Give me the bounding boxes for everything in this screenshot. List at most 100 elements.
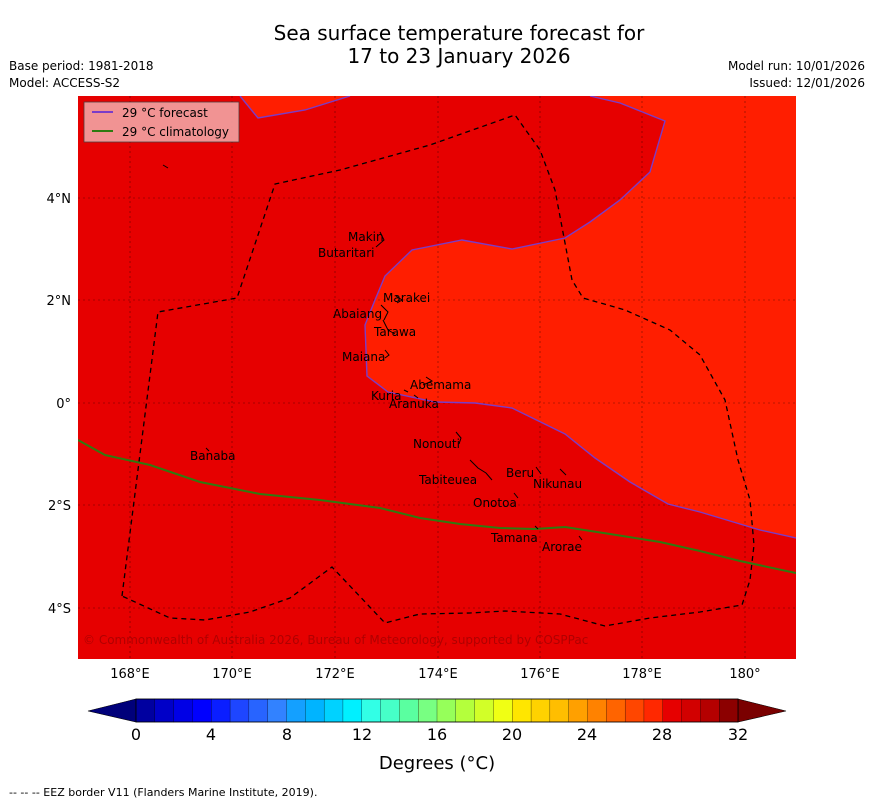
chart-title: Sea surface temperature forecast for 17 … <box>0 22 873 68</box>
legend-box <box>83 101 240 143</box>
meta-left: Base period: 1981-2018 Model: ACCESS-S2 <box>9 58 154 92</box>
colorbar-cell <box>418 698 438 723</box>
issued-date: Issued: 12/01/2026 <box>749 76 865 90</box>
lat-tick-label: 4°S <box>48 602 71 617</box>
legend-climatology-label: 29 °C climatology <box>122 125 229 139</box>
colorbar-cell <box>643 698 664 723</box>
colorbar-cell <box>530 698 551 723</box>
model-name: Model: ACCESS-S2 <box>9 76 121 90</box>
model-run: Model run: 10/01/2026 <box>727 59 865 73</box>
title-line-1: Sea surface temperature forecast for <box>273 21 645 45</box>
colorbar-cell <box>474 698 494 723</box>
colorbar-tick-label: 0 <box>131 725 141 744</box>
colorbar-cell <box>436 698 457 723</box>
copyright-notice: © Commonwealth of Australia 2026, Bureau… <box>83 633 588 647</box>
colorbar-cell <box>267 698 287 723</box>
colorbar-cells <box>135 698 739 723</box>
colorbar-cell <box>700 698 720 723</box>
colorbar-cell <box>493 698 513 723</box>
lat-tick-label: 4°N <box>47 192 72 207</box>
eez-border <box>121 114 755 627</box>
lon-tick-label: 174°E <box>418 667 458 682</box>
lat-tick-label: 2°S <box>48 499 71 514</box>
island-label: Butaritari <box>318 246 375 260</box>
colorbar-cell <box>399 698 419 723</box>
colorbar-cell <box>229 698 250 723</box>
colorbar-tick-label: 24 <box>577 725 597 744</box>
colorbar-cell <box>173 698 193 723</box>
colorbar-cell <box>192 698 212 723</box>
map-legend: 29 °C forecast 29 °C climatology <box>83 101 240 143</box>
colorbar-cell <box>248 698 269 723</box>
lon-tick-label: 170°E <box>212 667 252 682</box>
title-line-2: 17 to 23 January 2026 <box>347 44 571 68</box>
island-label: Makin <box>348 230 384 244</box>
lon-tick-label: 168°E <box>110 667 150 682</box>
island-label: Marakei <box>383 291 430 305</box>
lat-tick-label: 0° <box>56 397 71 412</box>
island-label: Nikunau <box>533 477 582 491</box>
colorbar-cell <box>323 698 344 723</box>
island-label: Banaba <box>190 449 236 463</box>
colorbar-high-arrow <box>737 698 787 723</box>
colorbar-cell <box>512 698 532 723</box>
colorbar-cell <box>361 698 382 723</box>
colorbar-tick-label: 16 <box>427 725 447 744</box>
island-label: Abemama <box>410 378 471 392</box>
lon-tick-label: 172°E <box>315 667 355 682</box>
colorbar-cell <box>568 698 588 723</box>
island-label: Arorae <box>542 540 582 554</box>
colorbar-tick-label: 8 <box>282 725 292 744</box>
colorbar-cell <box>549 698 570 723</box>
legend-forecast-label: 29 °C forecast <box>122 106 208 120</box>
colorbar: 0 4 8 12 16 20 24 28 32 Degrees (°C) <box>87 698 787 774</box>
colorbar-tick-label: 20 <box>502 725 522 744</box>
colorbar-ticks: 0 4 8 12 16 20 24 28 32 <box>131 725 748 744</box>
colorbar-tick-label: 28 <box>652 725 672 744</box>
island-label: Maiana <box>342 350 385 364</box>
island-label: Aranuka <box>389 397 439 411</box>
island-label: Nonouti <box>413 437 460 451</box>
lon-tick-label: 180° <box>729 667 760 682</box>
lon-tick-label: 176°E <box>520 667 560 682</box>
colorbar-cell <box>380 698 400 723</box>
island-label: Beru <box>506 466 534 480</box>
island-label: Tamana <box>490 531 538 545</box>
island-label: Kuria <box>371 389 402 403</box>
lat-tick-label: 2°N <box>47 294 72 309</box>
island-shapes <box>162 164 583 541</box>
colorbar-cell <box>211 698 231 723</box>
colorbar-cell <box>662 698 683 723</box>
eez-footer-note: -- -- -- EEZ border V11 (Flanders Marine… <box>9 786 318 799</box>
map-area <box>78 96 796 659</box>
meta-right: Model run: 10/01/2026 Issued: 12/01/2026 <box>728 58 865 92</box>
colorbar-low-arrow <box>87 698 137 723</box>
warm-region <box>240 96 796 538</box>
colorbar-label: Degrees (°C) <box>379 753 495 774</box>
island-label: Tarawa <box>373 325 416 339</box>
colorbar-cell <box>606 698 626 723</box>
lon-axis: 168°E 170°E 172°E 174°E 176°E 178°E 180° <box>110 667 760 682</box>
colorbar-cell <box>135 698 156 723</box>
colorbar-tick-label: 32 <box>728 725 748 744</box>
island-label: Abaiang <box>333 307 382 321</box>
colorbar-cell <box>719 698 739 723</box>
gridlines <box>78 96 796 659</box>
colorbar-cell <box>624 698 645 723</box>
colorbar-cell <box>286 698 306 723</box>
island-label: Onotoa <box>473 496 517 510</box>
colorbar-cell <box>587 698 607 723</box>
colorbar-cell <box>681 698 701 723</box>
colorbar-cell <box>305 698 325 723</box>
lon-tick-label: 178°E <box>622 667 662 682</box>
lat-axis: 4°N 2°N 0° 2°S 4°S <box>47 192 72 617</box>
island-label: Tabiteuea <box>418 473 477 487</box>
climatology-29c-line <box>78 439 796 574</box>
colorbar-tick-label: 4 <box>206 725 216 744</box>
base-period: Base period: 1981-2018 <box>9 59 154 73</box>
colorbar-cell <box>455 698 476 723</box>
colorbar-tick-label: 12 <box>352 725 372 744</box>
colorbar-cell <box>342 698 363 723</box>
colorbar-cell <box>154 698 175 723</box>
